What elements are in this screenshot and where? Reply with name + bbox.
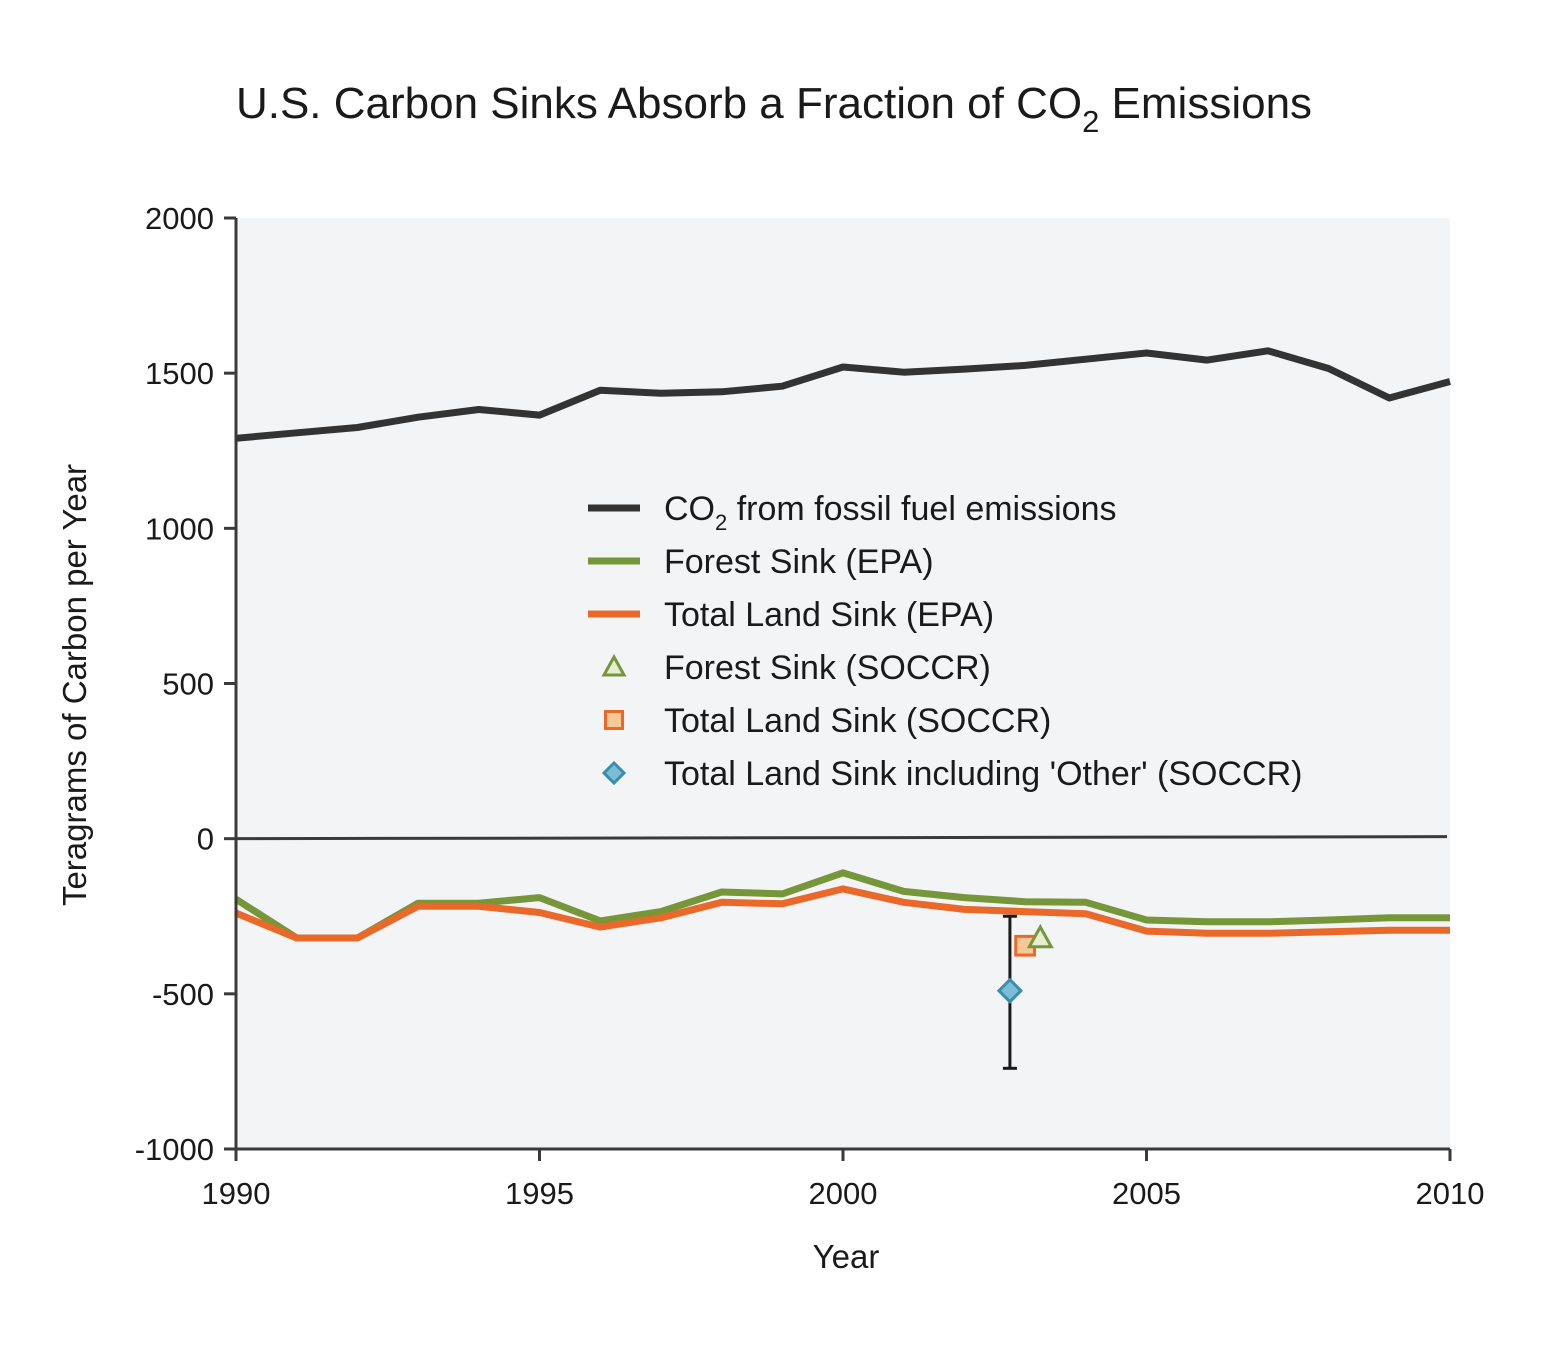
legend-label-land: Total Land Sink (EPA) [664, 596, 994, 634]
points-layer [996, 914, 1054, 1070]
y-tick-label: -1000 [135, 1132, 214, 1167]
legend-swatch-forest_soccr [601, 653, 627, 677]
y-axis-title: Teragrams of Carbon per Year [56, 464, 93, 906]
x-tick-label: 2010 [1416, 1176, 1485, 1211]
legend-label-fossil: CO2 from fossil fuel emissions [664, 490, 1116, 535]
chart-title: U.S. Carbon Sinks Absorb a Fraction of C… [236, 79, 1312, 139]
x-tick-label: 1995 [505, 1176, 574, 1211]
legend: CO2 from fossil fuel emissions Forest Sin… [588, 490, 1302, 793]
legend-label-other_soccr: Total Land Sink including 'Other' (SOCCR… [664, 755, 1302, 793]
plot-area [236, 218, 1450, 1149]
series-layer [234, 347, 1451, 942]
zero-line [235, 835, 1448, 841]
chart-title-main: U.S. Carbon Sinks Absorb a Fraction of C… [236, 79, 1082, 128]
legend-label-forest_soccr: Forest Sink (SOCCR) [664, 649, 991, 687]
legend-label-forest: Forest Sink (EPA) [664, 543, 934, 581]
chart-title-subscript: 2 [1082, 104, 1099, 139]
x-tick-label: 2005 [1112, 1176, 1181, 1211]
x-tick-label: 2000 [809, 1176, 878, 1211]
legend-swatch-other_soccr [601, 760, 627, 786]
y-tick-label: 2000 [145, 201, 214, 236]
point-other_soccr [996, 977, 1024, 1004]
y-tick-label: 1500 [145, 356, 214, 391]
legend-label-land_soccr: Total Land Sink (SOCCR) [664, 702, 1051, 740]
point-forest_soccr [1026, 923, 1054, 949]
y-tick-label: 0 [197, 822, 214, 857]
y-tick-label: 1000 [145, 511, 214, 546]
y-tick-label: -500 [152, 977, 214, 1012]
x-tick-label: 1990 [202, 1176, 271, 1211]
ticks-layer: 2000 1500 1000 500 0 -500 -1000 1990 1995 2000 200… [135, 201, 1485, 1211]
series-line-fossil [235, 347, 1451, 442]
x-axis-title: Year [813, 1238, 880, 1275]
series-line-land [234, 885, 1450, 942]
legend-swatch-land_soccr [604, 710, 624, 730]
y-tick-label: 500 [162, 667, 214, 702]
chart-title-suffix: Emissions [1099, 79, 1312, 128]
